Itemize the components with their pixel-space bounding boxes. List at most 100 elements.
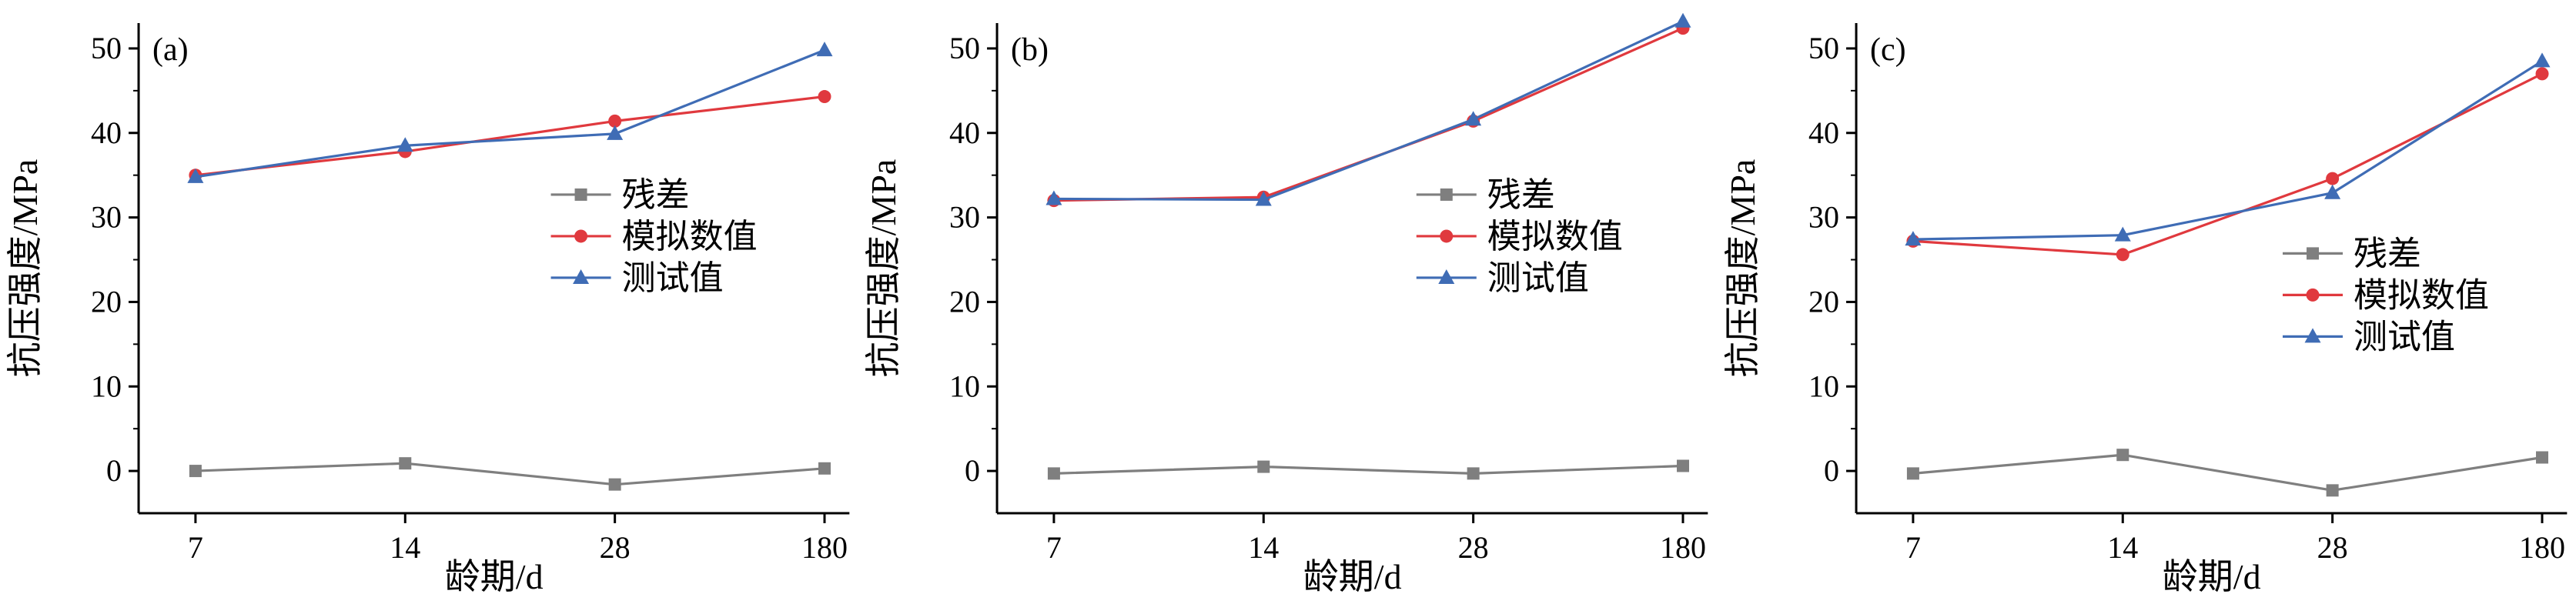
x-axis-label: 龄期/d (2162, 557, 2260, 596)
legend-marker (1440, 229, 1454, 243)
legend-marker (574, 229, 588, 243)
y-tick-label: 40 (1808, 115, 1839, 150)
series-marker-1 (818, 90, 831, 104)
x-tick-label: 180 (2519, 530, 2565, 565)
y-tick-label: 30 (949, 200, 980, 235)
y-tick-label: 20 (1808, 284, 1839, 319)
legend-label: 模拟数值 (2354, 276, 2489, 314)
series-marker-0 (1467, 467, 1480, 480)
series-marker-0 (2116, 449, 2129, 462)
series-line-1 (1912, 72, 2543, 256)
chart-c: 0 10 20 30 40 50 7 14 28 180 龄期/d 抗压强度/MPa (c) 残差模拟数值… (1723, 23, 2567, 596)
legend-label: 模拟数值 (622, 218, 758, 255)
series-marker-0 (1906, 467, 1919, 480)
series-line-0 (1912, 453, 2542, 492)
series-line-0 (195, 462, 825, 486)
y-tick-label: 0 (965, 453, 980, 488)
x-tick-label: 28 (2317, 530, 2347, 565)
series-marker-0 (1677, 459, 1690, 472)
legend-label: 测试值 (2354, 318, 2455, 355)
series-marker-0 (1048, 467, 1061, 480)
y-tick-label: 10 (1808, 369, 1839, 403)
x-tick-label: 7 (1046, 530, 1062, 565)
x-tick-label: 180 (1660, 530, 1706, 565)
panel-label: (a) (152, 32, 189, 68)
y-tick-label: 0 (1824, 453, 1839, 488)
series-marker-0 (2535, 451, 2548, 464)
series-marker-2 (1045, 190, 1062, 205)
series-marker-2 (187, 168, 204, 183)
y-tick-label: 40 (91, 115, 122, 150)
y-tick-label: 20 (91, 284, 122, 319)
x-tick-label: 180 (801, 530, 848, 565)
series-marker-0 (818, 462, 831, 475)
x-axis-label: 龄期/d (445, 557, 544, 596)
legend-marker (2304, 328, 2321, 343)
series-marker-2 (1465, 111, 1482, 126)
series-marker-0 (189, 465, 202, 478)
series-line-0 (1054, 464, 1684, 475)
series-marker-0 (608, 478, 621, 491)
series-marker-2 (2114, 226, 2131, 242)
chart-panel-a: 0 10 20 30 40 50 7 14 28 180 龄期/d 抗压强度/MPa (a) 残差模拟数值… (0, 0, 858, 604)
chart-panel-c: 0 10 20 30 40 50 7 14 28 180 龄期/d 抗压强度/MPa (c) 残差模拟数值… (1718, 0, 2576, 604)
y-axis-label: 抗压强度/MPa (1723, 159, 1762, 378)
legend-label: 模拟数值 (1487, 218, 1623, 255)
legend-marker (2306, 247, 2319, 260)
panel-label: (c) (1870, 32, 1906, 68)
series-line-1 (195, 95, 825, 177)
x-tick-label: 14 (2107, 530, 2138, 565)
y-tick-label: 30 (91, 200, 122, 235)
y-axis-label: 抗压强度/MPa (5, 159, 45, 378)
y-axis-label: 抗压强度/MPa (864, 159, 903, 378)
y-tick-label: 50 (1808, 31, 1839, 65)
series-marker-0 (399, 457, 412, 470)
series-marker-2 (1256, 191, 1273, 206)
chart-a: 0 10 20 30 40 50 7 14 28 180 龄期/d 抗压强度/MPa (a) 残差模拟数值… (5, 23, 850, 596)
y-tick-label: 50 (91, 31, 122, 65)
series-line-2 (195, 48, 825, 179)
legend-label: 残差 (1487, 176, 1555, 214)
series-marker-0 (1257, 460, 1270, 473)
series-marker-2 (607, 125, 624, 140)
series-marker-1 (2325, 172, 2339, 185)
series-marker-2 (1674, 12, 1691, 28)
x-tick-label: 28 (600, 530, 631, 565)
y-tick-label: 30 (1808, 200, 1839, 235)
legend-marker (574, 188, 587, 201)
series-marker-2 (1905, 231, 1922, 246)
y-tick-label: 10 (949, 369, 980, 403)
x-tick-label: 7 (188, 530, 203, 565)
y-tick-label: 20 (949, 284, 980, 319)
chart-panel-b: 0 10 20 30 40 50 7 14 28 180 龄期/d 抗压强度/MPa (b) 残差 模拟数值… (858, 0, 1717, 604)
series-marker-2 (816, 42, 833, 57)
legend-label: 测试值 (1487, 259, 1589, 297)
series-marker-2 (2534, 52, 2551, 68)
series-marker-1 (2535, 67, 2549, 81)
legend-marker (573, 269, 590, 284)
legend-label: 测试值 (622, 259, 724, 297)
series-line-2 (1912, 60, 2543, 241)
series-marker-2 (396, 137, 413, 152)
y-tick-label: 0 (106, 453, 122, 488)
legend-label: 残差 (2354, 235, 2421, 272)
legend-marker (1438, 269, 1455, 284)
x-tick-label: 14 (390, 530, 420, 565)
x-tick-label: 7 (1905, 530, 1921, 565)
panel-label: (b) (1011, 32, 1049, 68)
series-marker-2 (2323, 184, 2340, 199)
y-tick-label: 10 (91, 369, 122, 403)
x-tick-label: 28 (1458, 530, 1489, 565)
legend-marker (1440, 188, 1454, 201)
series-marker-1 (2116, 248, 2129, 262)
series-marker-0 (2326, 484, 2339, 497)
y-tick-label: 40 (949, 115, 980, 150)
series-line-2 (1054, 20, 1684, 202)
chart-b: 0 10 20 30 40 50 7 14 28 180 龄期/d 抗压强度/MPa (b) 残差模拟数值… (864, 12, 1708, 596)
legend-marker (2306, 288, 2320, 302)
x-tick-label: 14 (1249, 530, 1280, 565)
series-marker-1 (608, 114, 622, 128)
x-axis-label: 龄期/d (1303, 557, 1402, 596)
legend-label: 残差 (622, 176, 690, 214)
